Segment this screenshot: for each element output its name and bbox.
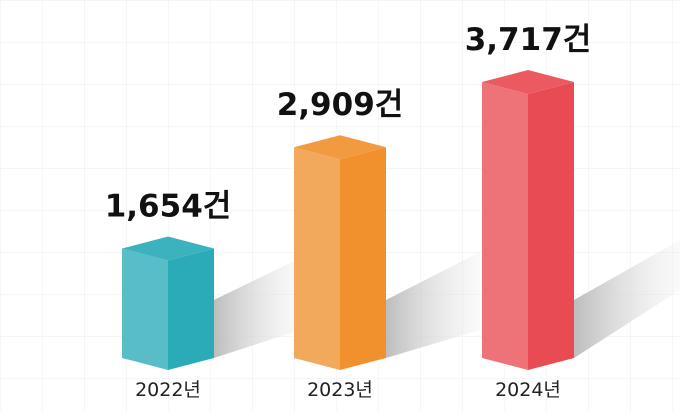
bar-right-face bbox=[340, 147, 386, 370]
bar bbox=[122, 236, 214, 370]
bar bbox=[294, 135, 386, 370]
shadow bbox=[574, 240, 680, 358]
bar-left-face bbox=[294, 147, 340, 370]
value-label: 3,717건 bbox=[465, 22, 592, 58]
bar-top-face bbox=[482, 70, 574, 94]
x-tick-label: 2022년 bbox=[135, 379, 201, 401]
value-label: 1,654건 bbox=[105, 189, 232, 225]
bar-left-face bbox=[482, 82, 528, 370]
bar bbox=[482, 70, 574, 370]
bar-top-face bbox=[294, 135, 386, 160]
x-tick-label: 2024년 bbox=[495, 379, 561, 401]
bar-right-face bbox=[528, 82, 574, 370]
value-label: 2,909건 bbox=[277, 87, 404, 123]
bar-right-face bbox=[168, 248, 214, 370]
bar-left-face bbox=[122, 248, 168, 370]
shadow bbox=[386, 252, 480, 358]
shadow bbox=[214, 258, 300, 358]
x-tick-label: 2023년 bbox=[307, 379, 373, 401]
bar-top-face bbox=[122, 236, 214, 261]
